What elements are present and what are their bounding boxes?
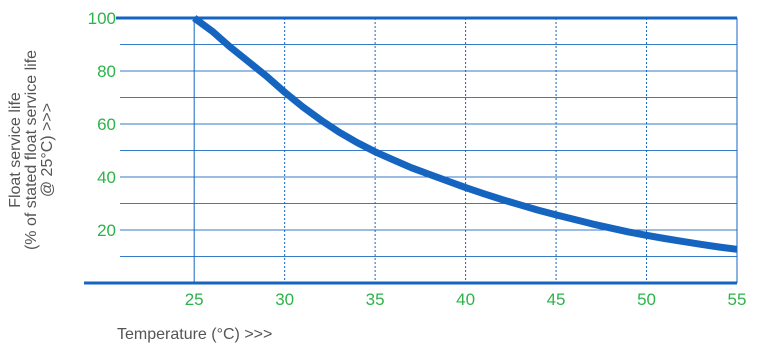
y-tick-label: 20 bbox=[97, 221, 116, 240]
y-axis-title-line: Float service life bbox=[7, 92, 24, 208]
y-tick-label: 40 bbox=[97, 168, 116, 187]
y-tick-label: 100 bbox=[88, 9, 116, 28]
y-axis-title: Float service life(% of stated float ser… bbox=[7, 50, 56, 250]
x-tick-label: 45 bbox=[547, 290, 566, 309]
x-tick-label: 40 bbox=[456, 290, 475, 309]
x-tick-label: 55 bbox=[728, 290, 747, 309]
x-tick-label: 30 bbox=[275, 290, 294, 309]
x-axis-title: Temperature (°C) >>> bbox=[117, 326, 272, 343]
x-tick-label: 25 bbox=[185, 290, 204, 309]
series-line bbox=[192, 15, 738, 253]
y-axis-title-line: @ 25°C) >>> bbox=[39, 103, 56, 197]
series-layer bbox=[192, 15, 738, 253]
y-axis-title-line: (% of stated float service life bbox=[23, 50, 40, 250]
tick-labels: 25 30 35 40 45 50 55 20 40 60 80 100 bbox=[88, 9, 747, 309]
x-tick-label: 35 bbox=[366, 290, 385, 309]
y-tick-label: 80 bbox=[97, 62, 116, 81]
x-tick-label: 50 bbox=[637, 290, 656, 309]
grid bbox=[84, 16, 738, 285]
y-tick-label: 60 bbox=[97, 115, 116, 134]
